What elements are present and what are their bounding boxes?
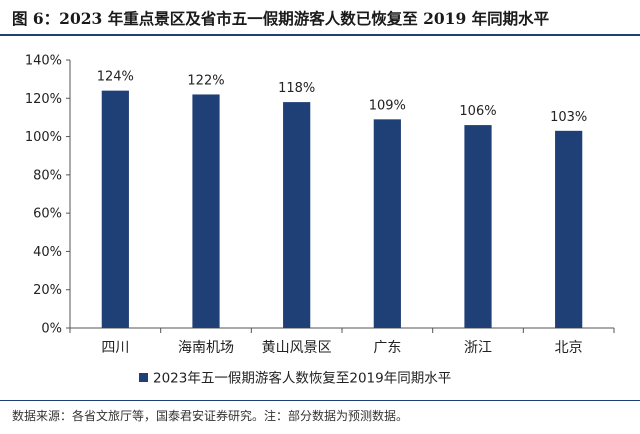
- x-axis: 四川 海南机场 黄山风景区 广东 浙江 北京: [69, 327, 615, 356]
- bar: [464, 125, 492, 328]
- x-tick-label: 北京: [555, 340, 583, 356]
- y-tick-label: 80%: [33, 168, 62, 183]
- y-tick-label: 60%: [33, 207, 62, 222]
- y-tick-label: 100%: [25, 130, 62, 145]
- source-rule: [0, 400, 640, 401]
- y-tick-label: 40%: [33, 245, 62, 260]
- y-tick-label: 120%: [25, 92, 62, 107]
- bar: [373, 119, 401, 328]
- bar-chart: 0% 20% 40% 60% 80% 100% 120% 140% 四川 海南机场 黄山风景区 广东…: [25, 54, 615, 387]
- bar: [555, 130, 583, 328]
- legend: 2023年五一假期游客人数恢复至2019年同期水平: [139, 370, 451, 387]
- x-tick-label: 广东: [373, 340, 401, 356]
- x-tick-label: 浙江: [464, 340, 492, 356]
- data-label: 109%: [369, 98, 406, 113]
- data-label: 103%: [550, 110, 587, 125]
- bars: 124% 122% 118% 109% 106% 103%: [97, 70, 587, 328]
- y-tick-label: 0%: [41, 322, 62, 337]
- bar: [101, 90, 129, 328]
- figure-title: 图 6：2023 年重点景区及省市五一假期游客人数已恢复至 2019 年同期水平: [12, 9, 550, 28]
- bar: [192, 94, 220, 328]
- x-tick-label: 黄山风景区: [262, 339, 332, 356]
- data-label: 124%: [97, 70, 134, 85]
- y-axis: 0% 20% 40% 60% 80% 100% 120% 140%: [25, 54, 71, 337]
- legend-label: 2023年五一假期游客人数恢复至2019年同期水平: [153, 370, 451, 387]
- y-tick-label: 140%: [25, 54, 62, 69]
- title-rule: [0, 34, 640, 36]
- data-label: 106%: [459, 104, 496, 119]
- data-label: 118%: [278, 81, 315, 96]
- bar: [283, 102, 311, 328]
- legend-swatch: [139, 373, 148, 382]
- x-tick-label: 海南机场: [178, 340, 234, 356]
- y-tick-label: 20%: [33, 283, 62, 298]
- data-label: 122%: [187, 73, 224, 88]
- source-note: 数据来源：各省文旅厅等，国泰君安证券研究。注：部分数据为预测数据。: [12, 409, 409, 423]
- x-tick-label: 四川: [101, 340, 129, 356]
